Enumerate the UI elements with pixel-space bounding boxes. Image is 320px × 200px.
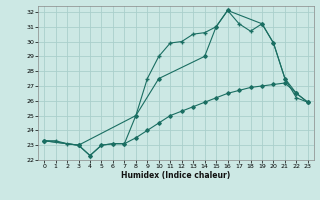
- X-axis label: Humidex (Indice chaleur): Humidex (Indice chaleur): [121, 171, 231, 180]
